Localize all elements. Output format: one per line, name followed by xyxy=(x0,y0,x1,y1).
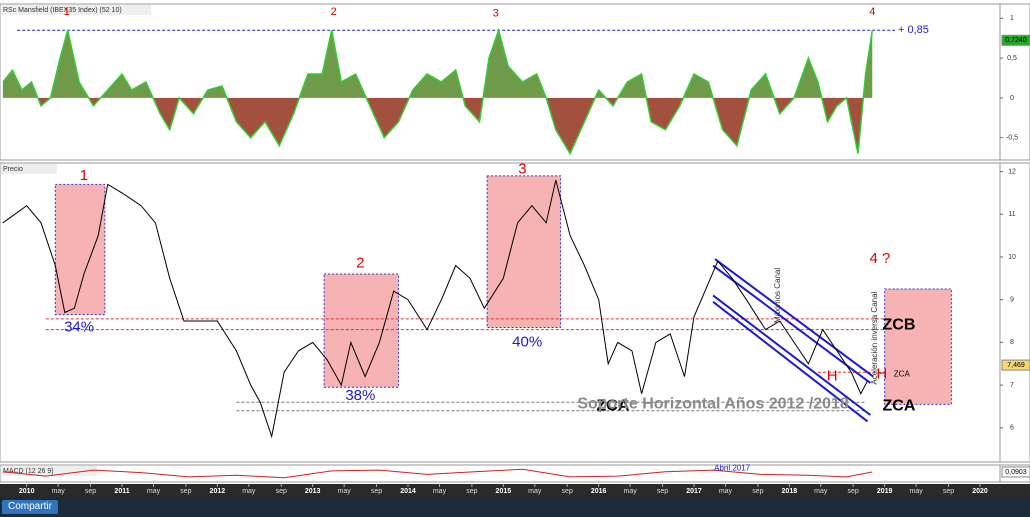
y-tick-label: 12 xyxy=(1008,168,1016,175)
x-tick-label: may xyxy=(814,488,828,495)
annotation: 38% xyxy=(345,387,375,404)
x-tick-label: sep xyxy=(657,488,668,495)
x-tick-label: may xyxy=(624,488,638,495)
zone-box xyxy=(323,273,399,388)
annotation: Soporte Horizontal Años 2012 /2018 xyxy=(577,396,849,413)
annotation: 40% xyxy=(512,333,542,350)
zone-box xyxy=(54,183,106,316)
y-tick-label: 7 xyxy=(1010,382,1014,389)
last-value-tag xyxy=(1001,34,1030,46)
y-tick-label: 0 xyxy=(1010,95,1014,102)
y-tick-label: 9 xyxy=(1010,297,1014,304)
area-positive xyxy=(2,30,873,98)
line xyxy=(2,179,868,439)
last-value-label: 7,469 xyxy=(1007,362,1025,369)
x-tick-label: sep xyxy=(85,488,96,495)
area-negative xyxy=(37,98,864,154)
x-tick-label: 2017 xyxy=(686,488,702,495)
x-axis-bar xyxy=(0,484,1030,497)
x-tick-label: may xyxy=(528,488,542,495)
y-tick-label: 1 xyxy=(1010,15,1014,22)
zone-box xyxy=(486,175,562,328)
x-tick-label: sep xyxy=(562,488,573,495)
x-tick-label: sep xyxy=(848,488,859,495)
drawn-line xyxy=(714,258,874,378)
panel-title: MACD (12 26 9) xyxy=(3,468,54,475)
x-tick-label: 2014 xyxy=(400,488,416,495)
annotation: Aceleración inversa Canal xyxy=(870,291,879,384)
y-tick-label: 0,5 xyxy=(1007,55,1017,62)
panel-title: Precio xyxy=(3,166,23,173)
annotation: 3 xyxy=(518,160,526,177)
chart: RSc Mansfield (IBEX35 Index) (52 10)10,5… xyxy=(0,3,1030,497)
panel-title-bg xyxy=(1,466,97,476)
zone-box xyxy=(884,288,952,405)
toolbar: Compartir xyxy=(0,497,1030,517)
share-button[interactable]: Compartir xyxy=(2,500,58,514)
x-tick-label: 2018 xyxy=(782,488,798,495)
x-tick-label: 2019 xyxy=(877,488,893,495)
x-tick-label: 2010 xyxy=(19,488,35,495)
y-tick-label: 6 xyxy=(1010,425,1014,432)
reference-label: + 0,85 xyxy=(898,24,929,36)
x-tick-label: sep xyxy=(371,488,382,495)
annotation: 34% xyxy=(64,318,94,335)
x-tick-label: may xyxy=(338,488,352,495)
x-tick-label: 2016 xyxy=(591,488,607,495)
x-tick-label: may xyxy=(242,488,256,495)
last-value-label: 0,0903 xyxy=(1005,469,1027,476)
annotation: H xyxy=(827,368,838,385)
annotation: 2 xyxy=(356,254,364,271)
x-tick-label: sep xyxy=(752,488,763,495)
drawn-line xyxy=(712,294,871,416)
x-tick-label: may xyxy=(52,488,66,495)
x-tick-label: 2013 xyxy=(305,488,321,495)
annotation: Máximos Canal xyxy=(773,268,782,323)
x-tick-label: may xyxy=(147,488,161,495)
annotation: 1 xyxy=(80,167,88,184)
x-tick-label: may xyxy=(433,488,447,495)
line xyxy=(2,27,874,156)
annotation: ZCA xyxy=(883,398,916,415)
last-value-label: 0,7240 xyxy=(1005,37,1027,44)
annotation: ZCB xyxy=(883,317,916,334)
annotation: ZCA xyxy=(894,370,911,379)
x-tick-label: sep xyxy=(466,488,477,495)
y-tick-label: 10 xyxy=(1008,254,1016,261)
last-value-tag xyxy=(1001,466,1030,478)
x-tick-label: 2011 xyxy=(114,488,129,495)
x-tick-label: sep xyxy=(943,488,954,495)
annotation: ZCA xyxy=(597,398,630,415)
x-tick-label: 2012 xyxy=(210,488,226,495)
x-tick-label: may xyxy=(909,488,923,495)
annotation: Abril 2017 xyxy=(714,464,751,473)
y-tick-label: 11 xyxy=(1008,211,1015,218)
annotation: 4 ? xyxy=(869,250,890,267)
drawn-line xyxy=(712,264,871,384)
axis-panel xyxy=(999,3,1030,161)
axis-panel xyxy=(999,162,1030,463)
annotation: 4 xyxy=(869,6,875,18)
x-tick-label: sep xyxy=(276,488,287,495)
panel-title-bg xyxy=(1,164,57,174)
panel-title: RSc Mansfield (IBEX35 Index) (52 10) xyxy=(3,7,122,14)
x-tick-label: 2015 xyxy=(496,488,512,495)
annotation: H xyxy=(876,365,887,382)
annotation: 3 xyxy=(493,7,499,19)
drawn-line xyxy=(712,301,869,423)
x-tick-label: 2020 xyxy=(972,488,988,495)
y-tick-label: -0,5 xyxy=(1006,135,1018,142)
panel-title-bg xyxy=(1,5,151,15)
x-tick-label: may xyxy=(719,488,733,495)
y-tick-label: 8 xyxy=(1010,339,1014,346)
line xyxy=(2,468,873,479)
last-value-tag xyxy=(1001,359,1030,371)
annotation: 1 xyxy=(64,6,70,18)
x-tick-label: sep xyxy=(180,488,191,495)
annotation: 2 xyxy=(331,6,337,18)
